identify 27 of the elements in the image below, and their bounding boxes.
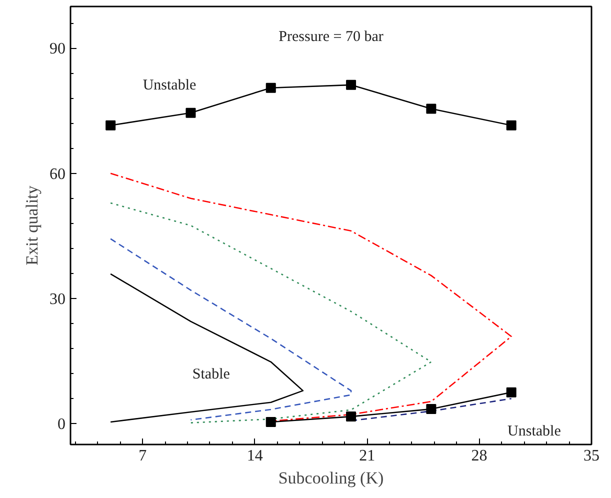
point (506, 120, 516, 130)
y-tick-label: 60 (50, 166, 66, 183)
y-axis-title: Exit quality (22, 185, 42, 266)
point (346, 412, 356, 422)
y-tick-label: 0 (58, 416, 66, 434)
line-series (110, 273, 304, 423)
point (266, 82, 276, 93)
annotation: Stable (192, 366, 230, 382)
point (426, 404, 436, 414)
point (426, 104, 436, 114)
x-tick-label: 7 (138, 448, 147, 464)
point (266, 416, 276, 427)
x-tick-label: 28 (471, 448, 488, 464)
x-tick-label: 35 (584, 448, 600, 464)
line-series (110, 238, 352, 421)
point (506, 387, 516, 398)
annotation: Unstable (142, 77, 196, 94)
x-tick-label: 14 (246, 448, 263, 464)
annotation: Pressure = 70 bar (278, 29, 384, 46)
y-tick-label: 90 (50, 40, 66, 58)
point (346, 80, 356, 90)
y-tick-label: 30 (50, 291, 66, 308)
annotation: Unstable (508, 423, 562, 440)
point (186, 108, 196, 118)
point (106, 120, 116, 130)
x-tick-label: 21 (359, 448, 376, 464)
x-axis-title: Subcooling (K) (278, 468, 384, 488)
